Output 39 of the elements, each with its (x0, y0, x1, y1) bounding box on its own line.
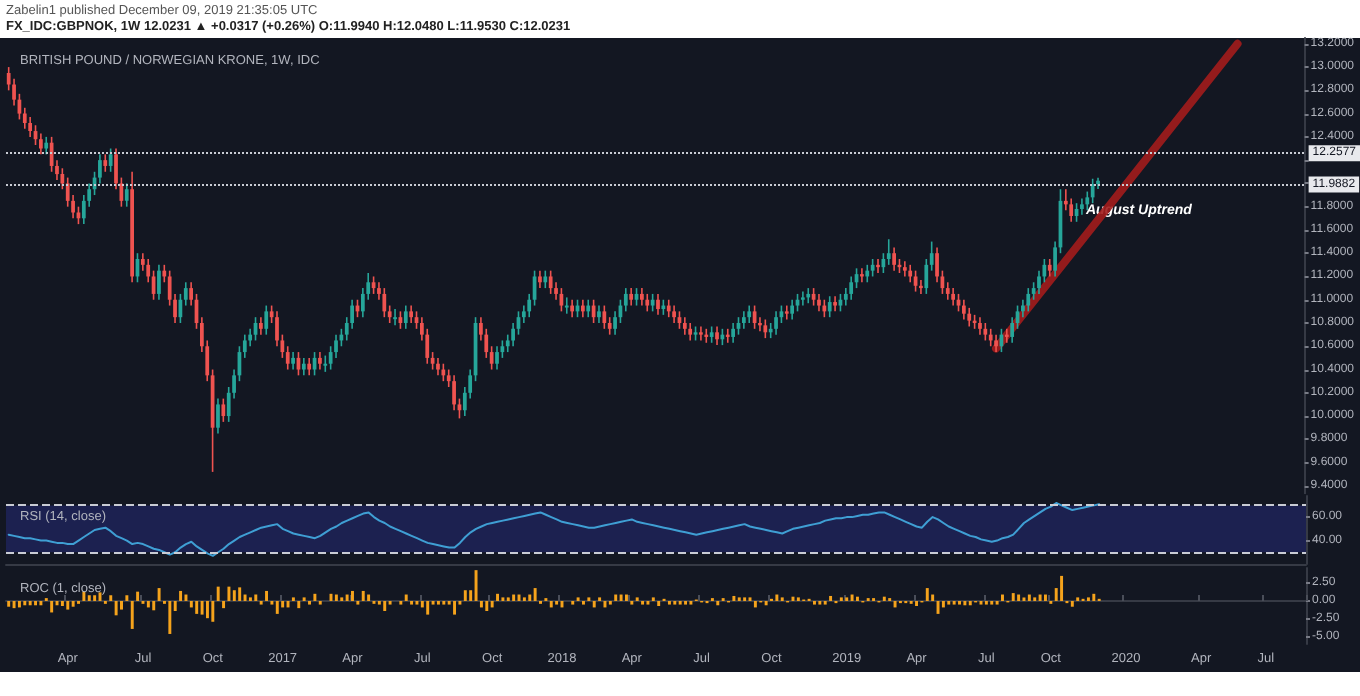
candlestick (602, 304, 607, 330)
candlestick (801, 290, 805, 307)
line-series (7, 502, 1101, 557)
candlestick (886, 238, 891, 266)
candlestick (393, 308, 397, 327)
candlestick (656, 293, 660, 316)
candlestick (902, 260, 907, 278)
candlestick (323, 354, 328, 373)
candlestick (28, 116, 33, 138)
candlestick (216, 397, 220, 435)
candlestick (495, 345, 499, 371)
candlestick (849, 275, 854, 301)
candlestick (763, 318, 768, 339)
candlestick (833, 295, 837, 313)
candlestick (784, 304, 789, 321)
candlestick (548, 269, 553, 295)
candlestick (961, 298, 966, 321)
candlestick (221, 397, 226, 423)
candlestick (715, 325, 719, 346)
candlestick (967, 307, 972, 328)
candlestick (731, 322, 735, 344)
candlestick (564, 296, 569, 315)
candlestick (108, 147, 113, 173)
candlestick (382, 287, 387, 318)
candlestick (1026, 287, 1031, 313)
candlestick (892, 246, 896, 272)
candlestick (157, 264, 161, 301)
candlestick (1069, 197, 1074, 223)
candlestick (1090, 177, 1095, 204)
candlestick (264, 304, 269, 336)
candlestick (790, 298, 795, 321)
candlestick (403, 304, 408, 330)
candlestick (699, 325, 703, 342)
candlestick (124, 182, 129, 208)
candlestick (827, 295, 832, 318)
candlestick (806, 287, 811, 305)
candlestick (452, 374, 456, 412)
candlestick (39, 132, 43, 156)
candlestick (774, 310, 778, 336)
